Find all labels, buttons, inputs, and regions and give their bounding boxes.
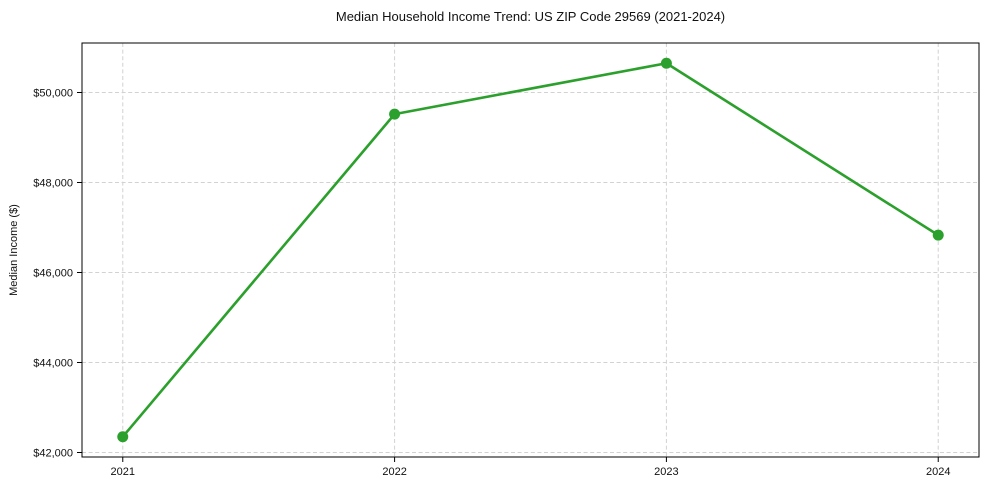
x-tick-label: 2023 <box>654 466 678 478</box>
x-tick-label: 2021 <box>111 466 135 478</box>
series-line <box>121 61 940 439</box>
data-point-marker <box>932 229 944 241</box>
data-point-marker <box>660 57 672 69</box>
x-tick-label: 2024 <box>926 466 950 478</box>
y-tick-label: $48,000 <box>33 178 73 190</box>
data-point-marker <box>389 108 401 120</box>
y-tick-label: $42,000 <box>33 448 73 460</box>
y-tick-label: $50,000 <box>33 88 73 100</box>
data-point-marker <box>117 431 129 443</box>
plot-frame <box>81 42 980 458</box>
x-tick-label: 2022 <box>382 466 406 478</box>
y-tick-label: $44,000 <box>33 358 73 370</box>
chart-title: Median Household Income Trend: US ZIP Co… <box>335 9 726 24</box>
y-tick-label: $46,000 <box>33 268 73 280</box>
